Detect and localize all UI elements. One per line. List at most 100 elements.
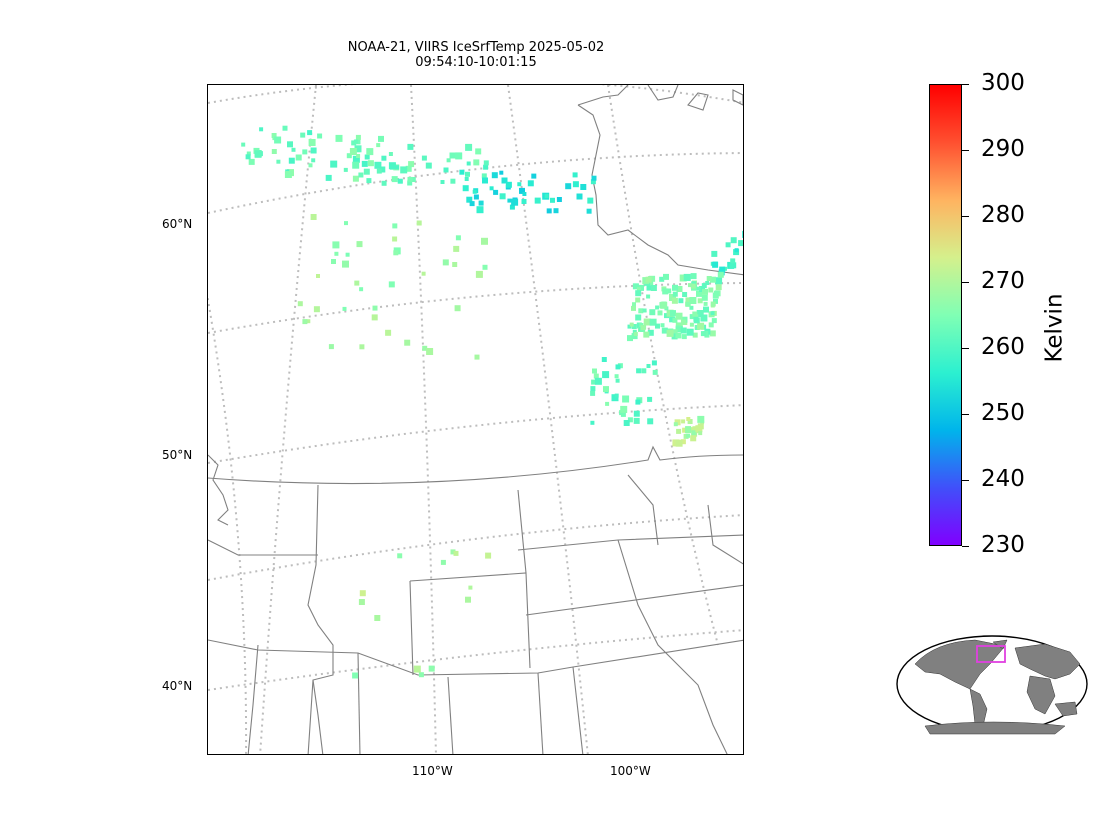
ice-temp-point [284, 171, 292, 178]
ice-temp-point [472, 189, 477, 194]
ice-temp-point [443, 167, 449, 173]
ice-temp-point [689, 322, 694, 327]
title-line-1: NOAA-21, VIIRS IceSrfTemp 2025-05-02 [347, 40, 605, 55]
ice-temp-point [276, 159, 281, 164]
borders [208, 85, 743, 754]
ice-temp-point [418, 672, 424, 678]
ice-temp-point [517, 182, 522, 187]
ice-temp-point [455, 152, 463, 160]
ice-temp-point [646, 294, 651, 299]
ice-temp-point [576, 193, 583, 200]
ice-temp-point [404, 339, 411, 346]
ice-temp-point [687, 419, 693, 424]
ice-temp-point [505, 181, 512, 188]
ice-temp-point [297, 301, 303, 307]
ice-temp-point [614, 374, 619, 379]
ice-temp-point [620, 405, 628, 413]
ice-temp-point [676, 286, 683, 292]
ice-temp-point [483, 164, 489, 170]
ice-temp-point [692, 332, 698, 338]
ice-temp-point [499, 170, 504, 175]
ice-temp-point [622, 395, 630, 403]
ice-temp-point [550, 197, 555, 203]
ice-temp-point [359, 344, 365, 350]
ice-temp-point [481, 237, 488, 245]
ice-temp-point [317, 133, 323, 139]
ice-temp-point [708, 322, 714, 328]
ice-temp-point [450, 178, 456, 184]
ice-temp-point [729, 264, 734, 269]
ice-temp-point [469, 201, 475, 207]
ice-temp-point [349, 148, 357, 155]
ice-temp-point [669, 294, 676, 301]
colorbar-tick-mark [962, 545, 969, 547]
ice-temp-point [307, 130, 313, 136]
ice-temp-point [392, 223, 398, 229]
ice-temp-point [481, 173, 487, 179]
ice-temp-point [671, 297, 678, 304]
ice-temp-point [453, 550, 459, 556]
lat-label-40: 40°N [162, 679, 193, 693]
ice-temp-point [692, 311, 698, 317]
ice-temp-point [291, 147, 296, 152]
ice-temp-point [356, 154, 361, 158]
ice-temp-point [714, 290, 719, 296]
ice-temp-point [459, 169, 465, 175]
ice-temperature-points [241, 125, 743, 679]
ice-temp-point [489, 186, 494, 191]
ice-temp-point [342, 260, 349, 268]
ice-temp-point [627, 335, 633, 342]
ice-temp-point [379, 166, 386, 173]
ice-temp-point [366, 148, 374, 156]
ice-temp-point [425, 162, 432, 169]
ice-temp-point [655, 323, 660, 329]
ice-temp-point [700, 314, 708, 322]
ice-temp-point [310, 214, 317, 220]
ice-temp-point [388, 162, 396, 170]
colorbar-tick-label: 230 [981, 532, 1025, 558]
ice-temp-point [643, 331, 650, 338]
ice-temp-point [466, 196, 473, 203]
ice-temp-point [629, 322, 634, 327]
colorbar-tick-mark [962, 479, 969, 481]
ice-temp-point [306, 319, 311, 324]
ice-temp-point [241, 142, 246, 147]
ice-temp-point [685, 297, 692, 304]
ice-temp-point [328, 344, 334, 350]
ice-temp-point [647, 418, 654, 425]
ice-temp-point [646, 364, 651, 368]
ice-temp-point [685, 427, 691, 434]
ice-temp-point [672, 329, 678, 335]
ice-temp-point [690, 435, 697, 442]
ice-temp-point [446, 158, 451, 163]
ice-temp-point [664, 313, 669, 319]
ice-temp-point [672, 284, 678, 291]
ice-temp-point [669, 316, 676, 323]
ice-temp-point [392, 236, 398, 242]
ice-temp-point [586, 208, 592, 214]
ice-temp-point [342, 306, 347, 311]
ice-temp-point [647, 396, 653, 402]
ice-temp-point [363, 168, 370, 175]
ice-temp-point [593, 373, 599, 379]
ice-temp-point [710, 301, 716, 307]
ice-temp-point [632, 283, 639, 290]
ice-temp-point [546, 208, 552, 214]
colorbar-tick-label: 240 [981, 466, 1025, 492]
ice-temp-point [440, 180, 445, 184]
ice-temp-point [670, 310, 676, 317]
colorbar-tick-mark [962, 413, 969, 415]
ice-temp-point [636, 287, 641, 292]
ice-temp-point [738, 240, 743, 247]
ice-temp-point [344, 221, 348, 226]
ice-temp-point [632, 302, 636, 307]
ice-temp-point [491, 172, 498, 179]
ice-temp-point [640, 325, 646, 331]
ice-temp-point [675, 439, 683, 447]
ice-temp-point [594, 377, 602, 385]
ice-temp-point [696, 290, 702, 297]
ice-temp-point [649, 309, 656, 316]
ice-temp-point [354, 280, 360, 286]
ice-temp-point [397, 553, 403, 559]
ice-temp-point [352, 155, 360, 163]
